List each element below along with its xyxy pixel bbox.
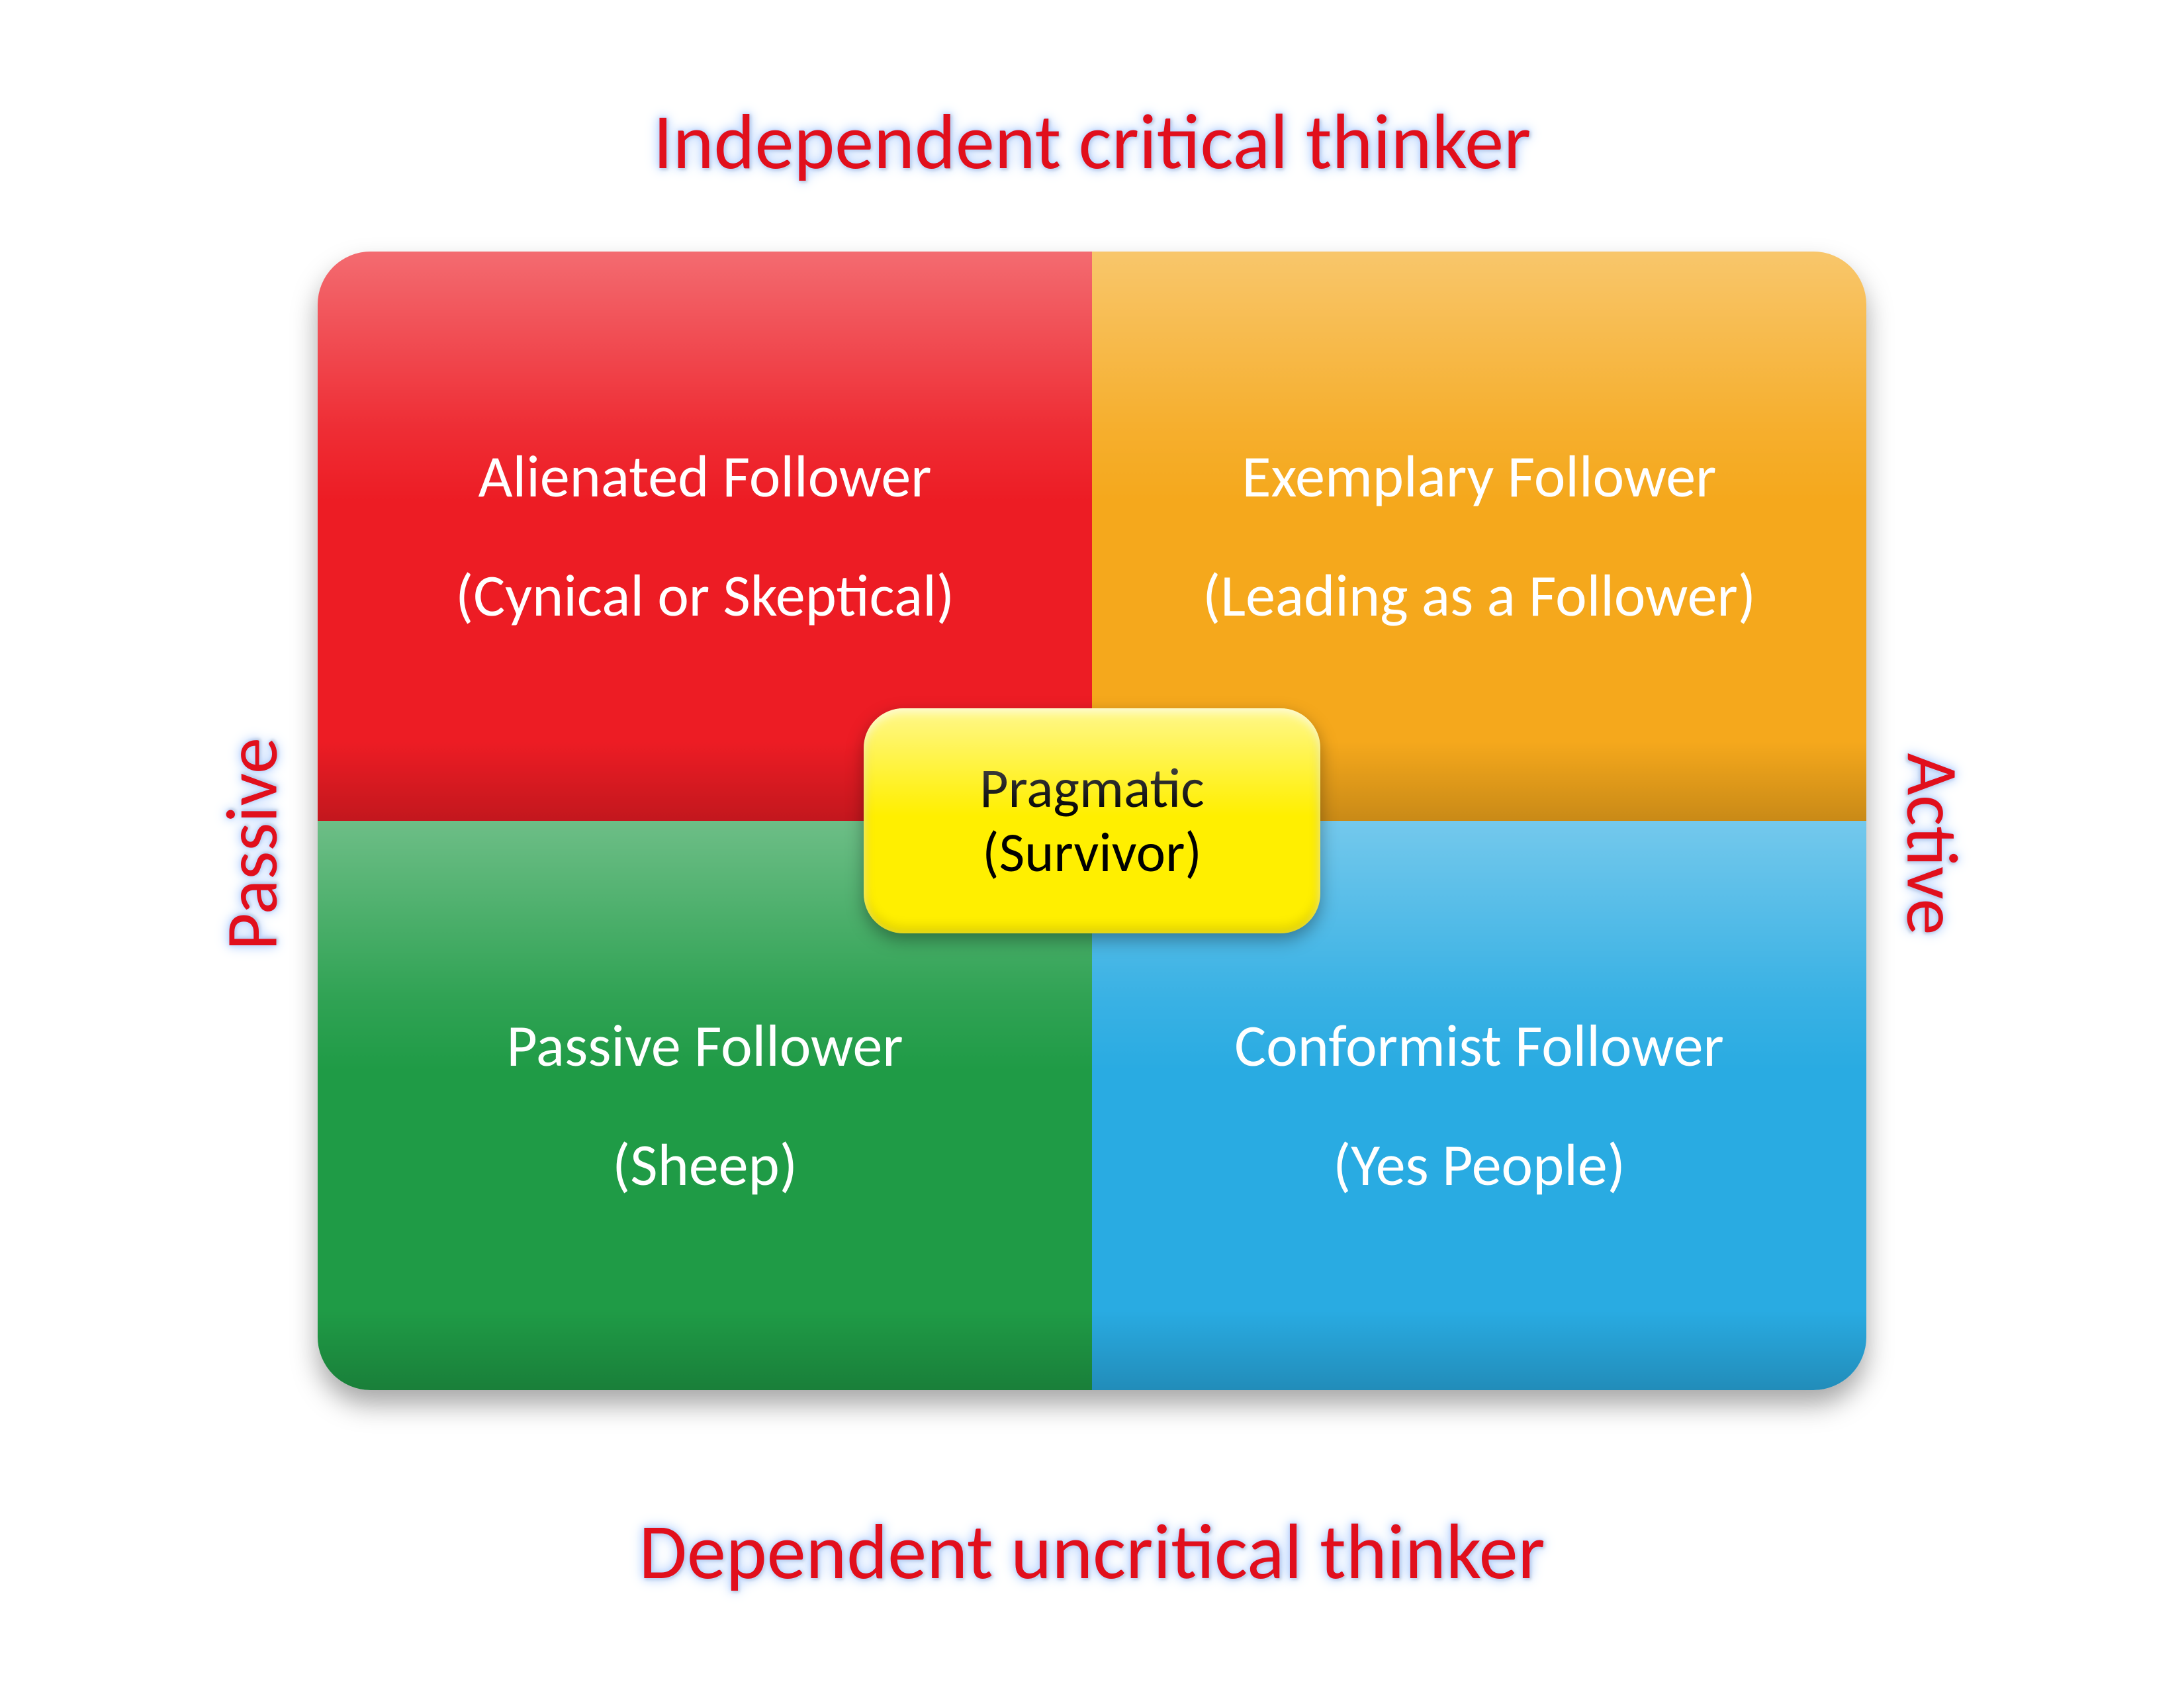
quadrant-subtitle: (Cynical or Skeptical) xyxy=(455,559,954,632)
center-pragmatic: Pragmatic (Survivor) xyxy=(864,708,1320,933)
followership-matrix: Alienated Follower (Cynical or Skeptical… xyxy=(318,252,1866,1390)
quadrant-title: Exemplary Follower xyxy=(1242,440,1717,513)
quadrant-title: Conformist Follower xyxy=(1234,1009,1724,1082)
quadrant-title: Alienated Follower xyxy=(478,440,931,513)
axis-label-top: Independent critical thinker xyxy=(653,99,1531,185)
quadrant-subtitle: (Leading as a Follower) xyxy=(1203,559,1756,632)
quadrant-title: Passive Follower xyxy=(506,1009,903,1082)
quadrant-subtitle: (Yes People) xyxy=(1333,1129,1625,1201)
center-subtitle: (Survivor) xyxy=(982,821,1202,885)
axis-label-bottom: Dependent uncritical thinker xyxy=(639,1509,1545,1595)
quadrant-subtitle: (Sheep) xyxy=(612,1129,797,1201)
center-title: Pragmatic xyxy=(979,757,1205,821)
axis-label-left: Passive xyxy=(212,737,292,951)
axis-label-right: Active xyxy=(1893,753,1973,935)
